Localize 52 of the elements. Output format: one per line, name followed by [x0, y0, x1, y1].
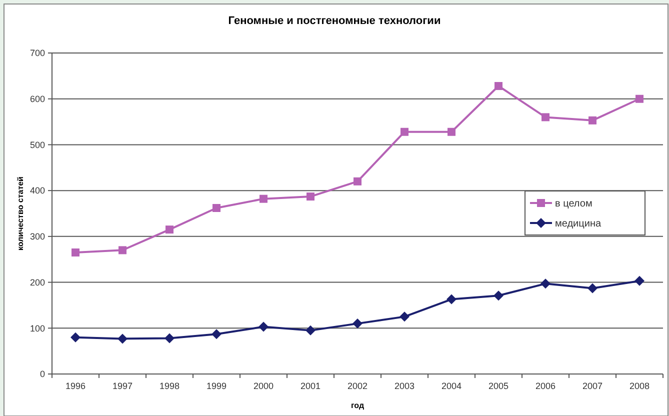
y-tick-label: 700	[30, 48, 45, 58]
legend-label: медицина	[555, 218, 602, 230]
x-tick-label: 2008	[629, 381, 650, 391]
point	[306, 325, 316, 336]
point	[400, 128, 408, 136]
x-axis-title: год	[350, 401, 364, 410]
chart-title: Геномные и постгеномные технологии	[228, 15, 441, 27]
x-tick-label: 2005	[488, 381, 509, 391]
point	[542, 113, 550, 122]
point	[258, 322, 268, 332]
x-tick-label: 2007	[582, 381, 603, 391]
x-tick-label: 2003	[394, 381, 415, 391]
x-tick-label: 2002	[347, 381, 368, 391]
x-tick-label: 1996	[65, 381, 86, 391]
y-tick-label: 600	[30, 94, 45, 104]
point	[260, 194, 268, 203]
point	[118, 246, 126, 254]
point	[540, 278, 550, 289]
point	[306, 192, 314, 201]
y-axis-title: количество статей	[16, 176, 25, 250]
x-tick-label: 1999	[206, 381, 227, 391]
y-tick-label: 500	[30, 140, 45, 150]
x-tick-label: 2004	[441, 381, 462, 391]
point	[212, 329, 222, 340]
x-tick-label: 1998	[159, 381, 180, 391]
x-tick-label: 2000	[253, 381, 274, 391]
point	[354, 177, 362, 186]
y-tick-label: 200	[30, 277, 45, 288]
y-tick-label: 300	[30, 232, 45, 242]
point	[164, 333, 174, 344]
point	[588, 116, 596, 124]
x-tick-label: 2006	[535, 381, 556, 391]
point	[72, 248, 80, 256]
y-tick-label: 100	[30, 323, 45, 334]
point	[166, 226, 174, 234]
point	[212, 204, 220, 212]
y-tick-label: 400	[30, 186, 45, 196]
point	[352, 318, 362, 329]
x-tick-label: 2001	[300, 381, 321, 391]
point	[446, 294, 456, 304]
point	[636, 94, 644, 103]
x-tick-label: 1997	[112, 381, 133, 391]
point	[588, 283, 598, 294]
point	[494, 82, 502, 90]
point	[70, 332, 80, 342]
point	[118, 334, 128, 344]
point	[448, 128, 456, 136]
legend-label: в целом	[555, 198, 592, 210]
point	[494, 290, 504, 301]
point	[400, 312, 410, 322]
point	[634, 276, 644, 286]
y-tick-label: 0	[40, 369, 45, 380]
